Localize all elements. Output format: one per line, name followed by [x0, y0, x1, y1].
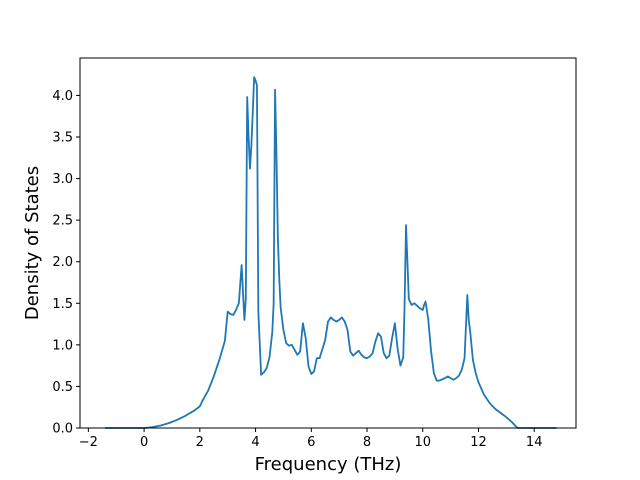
x-tick-label: −2 [79, 435, 98, 450]
y-axis-ticks: 0.0 0.5 1.0 1.5 2.0 2.5 3.0 3.5 4.0 [52, 89, 80, 437]
y-axis-label: Density of States [22, 166, 43, 320]
x-tick-label: 6 [307, 435, 315, 450]
y-tick-label: 3.0 [52, 172, 73, 187]
dos-line-series-0 [105, 76, 557, 429]
x-tick-label: 10 [414, 435, 431, 450]
x-tick-label: 2 [196, 435, 204, 450]
y-tick-label: 0.0 [52, 422, 73, 437]
x-axis-label: Frequency (THz) [255, 454, 402, 475]
x-tick-label: 0 [140, 435, 148, 450]
x-tick-label: 4 [251, 435, 259, 450]
y-tick-label: 3.5 [52, 130, 73, 145]
y-tick-label: 4.0 [52, 89, 73, 104]
x-tick-label: 8 [363, 435, 371, 450]
y-tick-label: 2.5 [52, 214, 73, 229]
y-tick-label: 0.5 [52, 380, 73, 395]
axes-frame [79, 57, 577, 429]
y-tick-label: 1.5 [52, 297, 73, 312]
y-tick-label: 1.0 [52, 338, 73, 353]
x-tick-label: 14 [526, 435, 543, 450]
x-axis-ticks: −2 0 2 4 6 8 10 12 14 [79, 428, 543, 450]
plot-area [105, 76, 557, 429]
x-tick-label: 12 [470, 435, 487, 450]
y-tick-label: 2.0 [52, 255, 73, 270]
